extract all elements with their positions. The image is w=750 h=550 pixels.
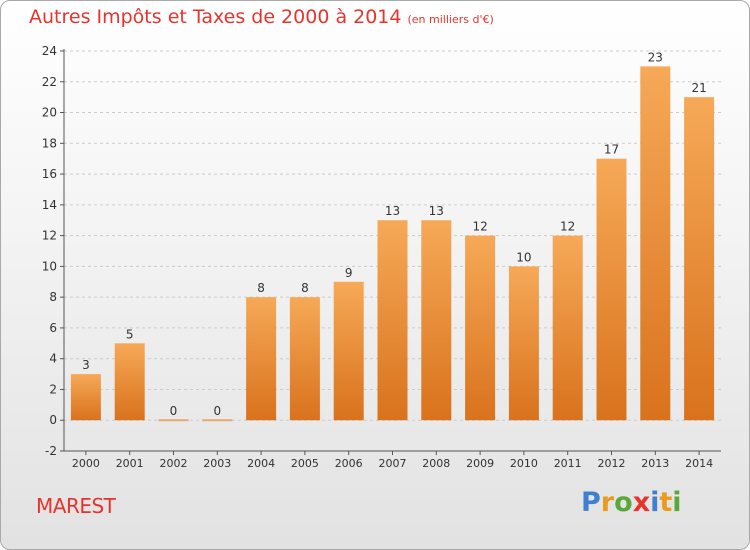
title-text: Autres Impôts et Taxes de 2000 à 2014 xyxy=(29,6,402,28)
y-tick-label: 6 xyxy=(49,321,57,335)
x-tick-label: 2009 xyxy=(466,457,494,470)
bar xyxy=(640,66,671,421)
chart-title: Autres Impôts et Taxes de 2000 à 2014 (en… xyxy=(29,6,494,28)
y-tick-label: 4 xyxy=(49,352,57,366)
bar xyxy=(421,220,452,421)
bar xyxy=(114,343,145,421)
x-tick-label: 2006 xyxy=(335,457,363,470)
y-tick-label: 10 xyxy=(42,259,57,273)
data-label: 3 xyxy=(82,358,90,372)
data-label: 0 xyxy=(170,404,178,418)
x-tick-label: 2012 xyxy=(598,457,626,470)
bar xyxy=(508,266,539,421)
y-tick-label: 14 xyxy=(42,198,57,212)
y-tick-label: 12 xyxy=(42,229,57,243)
x-tick-label: 2010 xyxy=(510,457,538,470)
y-tick-label: 24 xyxy=(42,44,57,58)
x-tick-label: 2000 xyxy=(72,457,100,470)
logo-letter: o xyxy=(614,487,633,518)
proxiti-logo: Proxiti xyxy=(581,487,682,518)
logo-letter: i xyxy=(672,487,682,518)
data-label: 0 xyxy=(213,404,221,418)
x-tick-label: 2001 xyxy=(116,457,144,470)
bar xyxy=(465,235,496,421)
data-label: 8 xyxy=(301,281,309,295)
logo-letter: i xyxy=(650,487,660,518)
data-labels: 3 5 0 0 8 8 9 13 13 12 10 12 17 23 21 xyxy=(82,50,707,418)
y-tick-label: 18 xyxy=(42,136,57,150)
data-label: 13 xyxy=(385,204,400,218)
data-label: 17 xyxy=(604,143,619,157)
x-tick-labels: 2000 2001 2002 2003 2004 2005 2006 2007 2008 2009… xyxy=(72,457,713,470)
x-tick-label: 2011 xyxy=(554,457,582,470)
data-label: 13 xyxy=(429,204,444,218)
logo-letter: P xyxy=(581,487,601,518)
bar xyxy=(377,220,408,421)
x-tick-label: 2007 xyxy=(379,457,407,470)
data-label: 8 xyxy=(257,281,265,295)
commune-name: MAREST xyxy=(36,494,116,518)
data-label: 5 xyxy=(126,327,134,341)
x-tick-label: 2003 xyxy=(203,457,231,470)
x-tick-label: 2014 xyxy=(685,457,713,470)
bar xyxy=(333,281,364,421)
y-tick-label: 2 xyxy=(49,382,57,396)
x-tick-label: 2005 xyxy=(291,457,319,470)
bar xyxy=(202,419,233,422)
y-tick-label: 16 xyxy=(42,167,57,181)
axes xyxy=(60,49,721,455)
data-label: 21 xyxy=(691,81,706,95)
data-label: 12 xyxy=(560,220,575,234)
logo-letter: t xyxy=(659,487,673,518)
bars xyxy=(70,66,715,422)
bar xyxy=(70,374,101,421)
bar xyxy=(684,97,715,421)
x-tick-label: 2002 xyxy=(160,457,188,470)
y-tick-label: -2 xyxy=(45,444,57,458)
y-tick-label: 0 xyxy=(49,413,57,427)
y-tick-label: 22 xyxy=(42,75,57,89)
x-tick-label: 2013 xyxy=(641,457,669,470)
data-label: 10 xyxy=(516,250,531,264)
x-tick-label: 2004 xyxy=(247,457,275,470)
logo-letter: x xyxy=(632,487,651,518)
data-label: 23 xyxy=(648,50,663,64)
bar xyxy=(552,235,583,421)
data-label: 12 xyxy=(472,220,487,234)
y-tick-label: 20 xyxy=(42,106,57,120)
logo-letter: r xyxy=(600,487,615,518)
bar xyxy=(289,297,320,421)
data-label: 9 xyxy=(345,266,353,280)
bar xyxy=(596,158,627,421)
y-tick-label: 8 xyxy=(49,290,57,304)
bar xyxy=(246,297,277,421)
x-tick-label: 2008 xyxy=(422,457,450,470)
title-unit: (en milliers d'€) xyxy=(407,13,494,26)
bar xyxy=(158,419,189,422)
